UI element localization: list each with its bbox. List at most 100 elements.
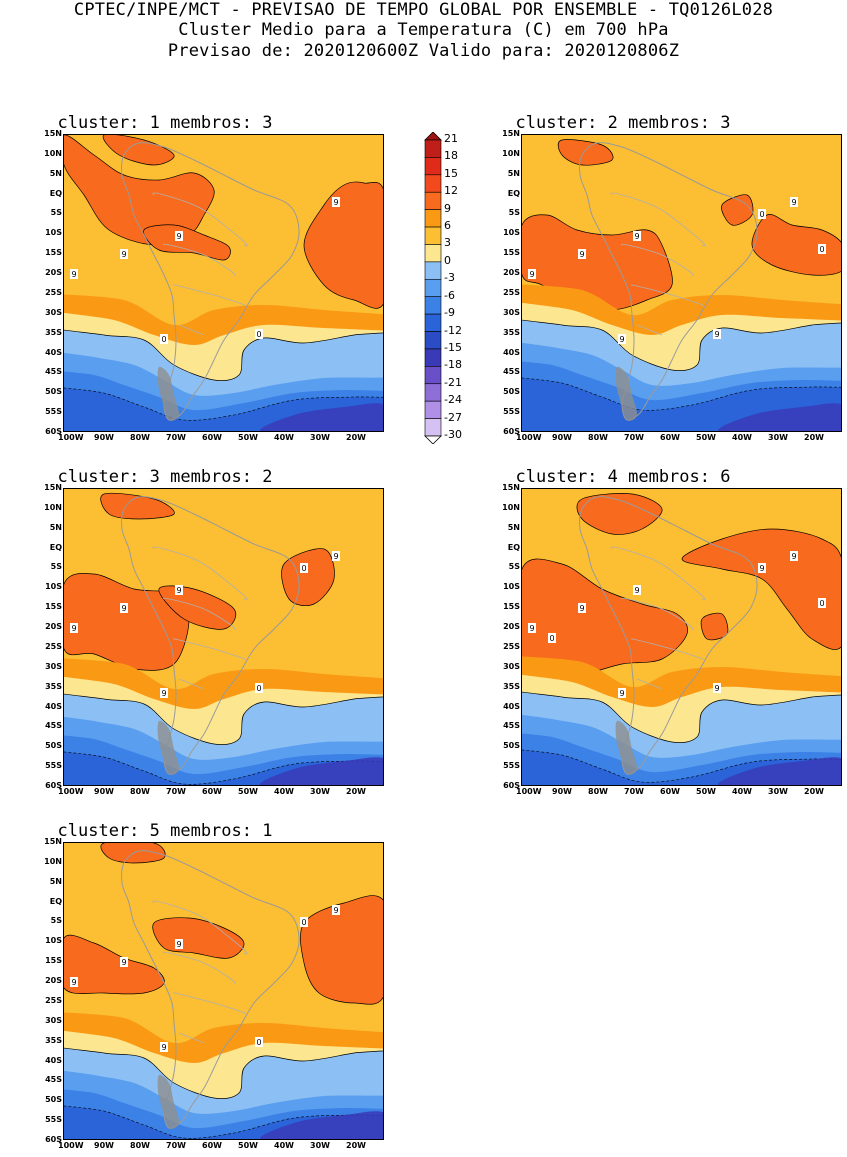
lon-tick-label: 40W — [274, 1141, 294, 1150]
contour-label-text: 9 — [71, 624, 76, 633]
country-border — [163, 243, 236, 276]
contour-label: 9 — [332, 551, 340, 561]
lon-tick-label: 70W — [166, 433, 186, 442]
warm-region-9-12 — [700, 612, 729, 641]
lat-tick-label: 20S — [45, 976, 62, 986]
lat-tick-label: 40S — [45, 1055, 62, 1065]
contour-label-text: 9 — [161, 689, 166, 698]
lon-tick-label: 40W — [732, 433, 752, 442]
contour-label-text: 9 — [579, 250, 584, 259]
cold-pool — [718, 757, 841, 785]
lat-tick-label: 15N — [44, 837, 62, 846]
contour-label: 9 — [70, 269, 78, 279]
lat-tick-label: 10N — [44, 856, 62, 866]
map-plot: 9 9 9 9 9 0 0 — [64, 843, 383, 1139]
lon-tick-label: 60W — [202, 433, 222, 442]
country-border — [178, 1032, 205, 1044]
contour-label-text: 9 — [176, 586, 181, 595]
country-border — [163, 951, 236, 984]
colorbar-swatch — [424, 244, 442, 263]
lat-tick-label: 20S — [45, 622, 62, 632]
lat-tick-label: 55S — [45, 761, 62, 771]
lon-tick-label: 100W — [58, 433, 84, 442]
country-border — [610, 546, 706, 601]
lat-tick-label: 30S — [503, 661, 520, 671]
colorbar-swatch — [424, 348, 442, 367]
contour-label-text: 9 — [121, 958, 126, 967]
lon-tick-label: 90W — [94, 787, 114, 796]
contour-label: 0 — [548, 633, 556, 643]
contour-label: 0 — [300, 917, 308, 927]
lon-tick-label: 60W — [202, 1141, 222, 1150]
figure-title-line2: Cluster Medio para a Temperatura (C) em … — [178, 20, 669, 40]
lat-tick-label: 25S — [503, 287, 520, 297]
contour-label-text: 0 — [256, 684, 261, 693]
cold-pool — [260, 403, 383, 431]
lon-tick-label: 60W — [660, 787, 680, 796]
lat-tick-label: 15N — [502, 129, 520, 138]
map-plot: 9 9 9 9 9 9 9 0 0 — [522, 489, 841, 785]
contour-label-text: 9 — [714, 684, 719, 693]
south-america-outline — [121, 142, 300, 421]
contour-label-text: 0 — [301, 564, 306, 573]
contour-label: 9 — [528, 623, 536, 633]
lat-tick-label: 25S — [45, 995, 62, 1005]
lat-tick-label: 20S — [503, 622, 520, 632]
lon-tick-label: 40W — [732, 787, 752, 796]
warm-region-9-12 — [557, 139, 614, 166]
colorbar-swatch — [424, 174, 442, 193]
contour-label: 9 — [120, 957, 128, 967]
colorbar-swatch — [424, 261, 442, 280]
lat-tick-label: 40S — [503, 347, 520, 357]
colorbar-swatch — [424, 296, 442, 315]
lat-tick-label: 15S — [503, 248, 520, 258]
figure-title-line1: CPTEC/INPE/MCT - PREVISAO DE TEMPO GLOBA… — [73, 0, 774, 20]
lat-tick-label: 30S — [503, 307, 520, 317]
warm-region-9-12 — [300, 895, 383, 1005]
lat-tick-label: 40S — [503, 701, 520, 711]
contour-label: 9 — [578, 249, 586, 259]
lat-tick-label: 10S — [503, 582, 520, 592]
panel-title: cluster: 2 membros: 3 — [515, 113, 731, 133]
lon-tick-label: 50W — [696, 433, 716, 442]
contour-label: 0 — [758, 209, 766, 219]
colorbar-top-arrow — [424, 132, 442, 141]
warm-region-9-12 — [143, 224, 231, 261]
lat-tick-label: 60S — [45, 781, 62, 790]
lon-tick-label: 30W — [768, 433, 788, 442]
lon-tick-label: 100W — [58, 787, 84, 796]
contour-label-text: 9 — [121, 250, 126, 259]
lat-tick-label: 10N — [44, 148, 62, 158]
contour-label: 0 — [255, 329, 263, 339]
patagonia-landmass — [615, 366, 638, 421]
lat-tick-label: 60S — [45, 1135, 62, 1144]
lat-tick-label: 45S — [45, 367, 62, 377]
lat-tick-label: EQ — [49, 896, 62, 906]
lon-tick-label: 30W — [310, 1141, 330, 1150]
country-border — [621, 243, 694, 276]
lon-tick-label: 20W — [804, 787, 824, 796]
colorbar-label: 3 — [444, 236, 451, 250]
country-border — [152, 900, 248, 955]
colorbar-label: 21 — [444, 132, 458, 145]
warm-region-9-12 — [576, 493, 663, 535]
colorbar-swatch — [424, 331, 442, 350]
lat-tick-label: 15S — [503, 602, 520, 612]
colorbar-label: -12 — [444, 323, 462, 337]
temperature-map: 9 9 9 9 9 9 0 0 — [521, 134, 842, 432]
contour-label-text: 0 — [256, 1038, 261, 1047]
panel-title: cluster: 1 membros: 3 — [57, 113, 273, 133]
colorbar-label: -6 — [444, 288, 455, 302]
lat-tick-label: 35S — [45, 681, 62, 691]
contour-label: 9 — [713, 683, 721, 693]
lon-tick-label: 80W — [588, 433, 608, 442]
lon-tick-label: 60W — [660, 433, 680, 442]
lat-tick-label: 45S — [503, 721, 520, 731]
contour-label: 9 — [70, 977, 78, 987]
contour-label: 9 — [70, 623, 78, 633]
contour-label: 9 — [120, 249, 128, 259]
contour-label: 0 — [818, 244, 826, 254]
lon-tick-label: 40W — [274, 433, 294, 442]
contour-label: 9 — [175, 939, 183, 949]
contour-label: 0 — [818, 598, 826, 608]
